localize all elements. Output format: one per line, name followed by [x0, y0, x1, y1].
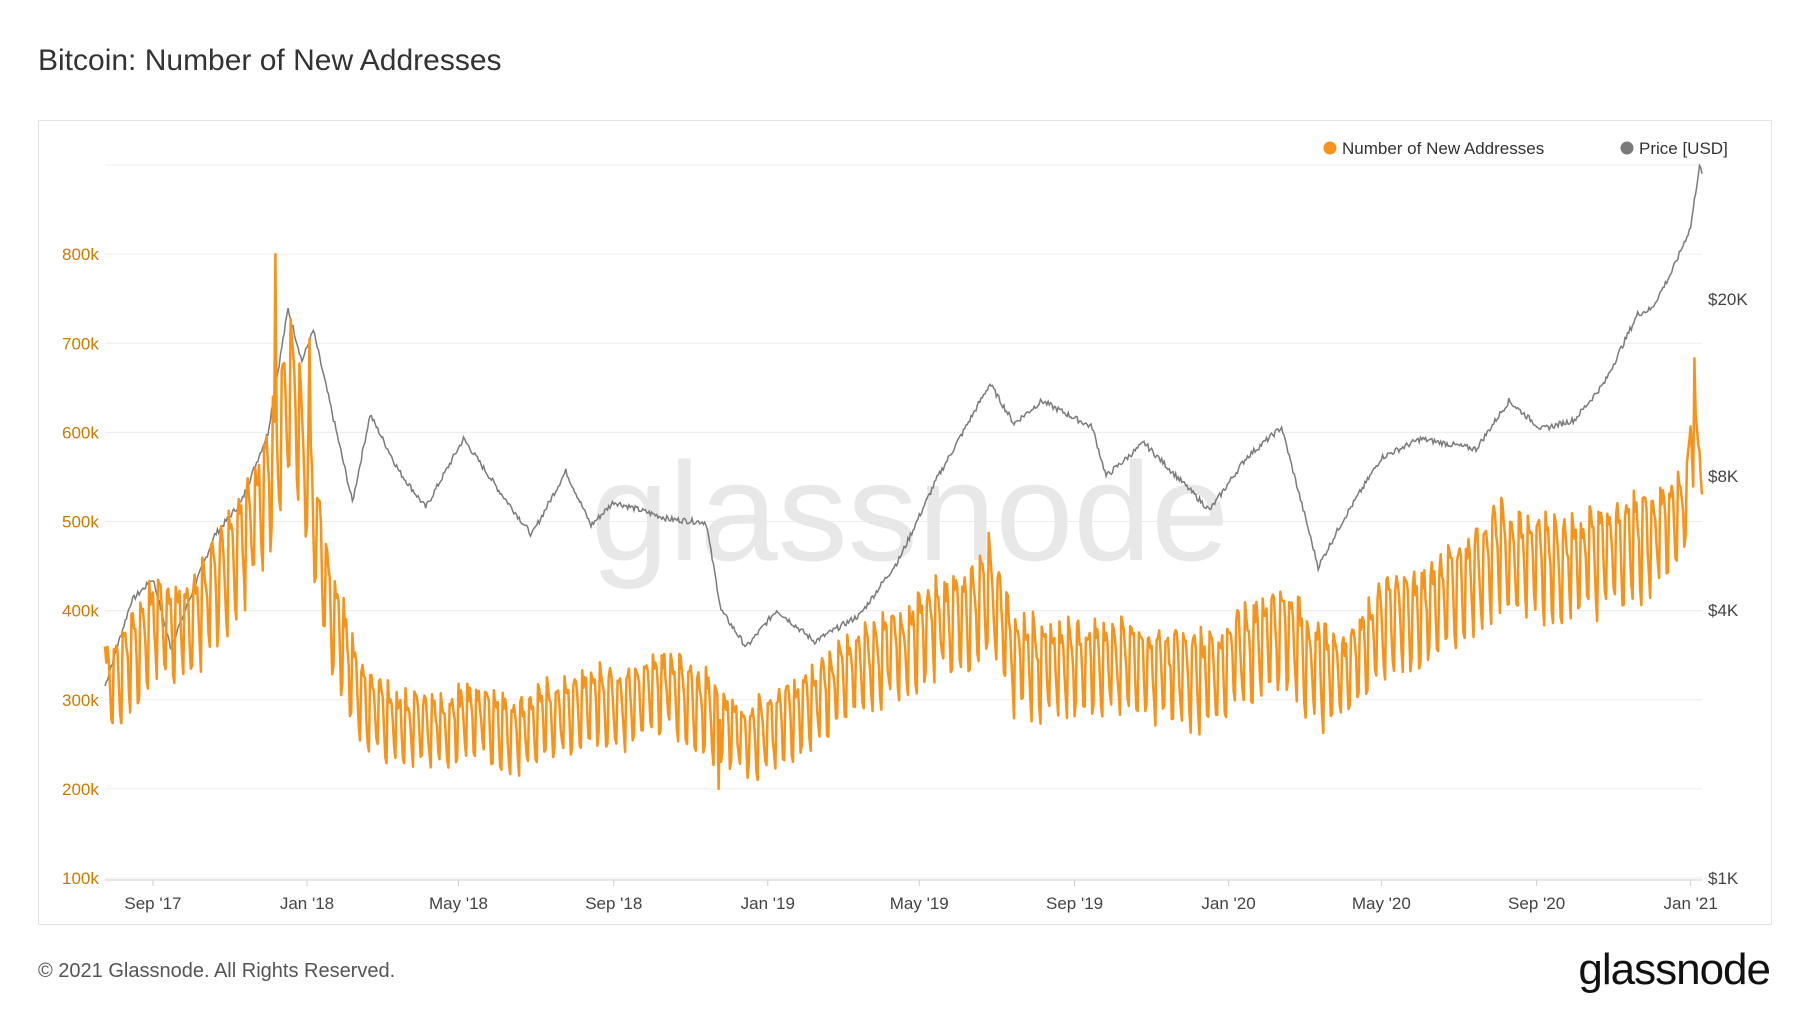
right-axis: $1K $4K $8K $20K	[1708, 290, 1748, 888]
legend-item-new-addresses[interactable]: Number of New Addresses	[1342, 139, 1544, 158]
left-axis-tick-label: 200k	[62, 780, 99, 799]
page-title: Bitcoin: Number of New Addresses	[38, 44, 502, 77]
x-axis-tick-label: Sep '20	[1508, 894, 1565, 913]
left-axis-tick-label: 700k	[62, 334, 99, 353]
x-axis-tick-label: May '18	[429, 894, 488, 913]
x-axis: Sep '17 Jan '18 May '18 Sep '18 Jan '19 May '…	[124, 880, 1718, 913]
left-axis-tick-label: 500k	[62, 513, 99, 532]
right-axis-tick-label: $4K	[1708, 601, 1739, 620]
x-axis-tick-label: Sep '17	[124, 894, 181, 913]
x-axis-tick-label: Sep '18	[585, 894, 642, 913]
legend: Number of New Addresses Price [USD]	[1323, 139, 1728, 158]
series-line-price	[104, 163, 1703, 687]
right-axis-tick-label: $8K	[1708, 467, 1739, 486]
chart-frame	[38, 120, 1772, 925]
chart-grid	[105, 164, 1702, 881]
right-axis-tick-label: $20K	[1708, 290, 1748, 309]
x-axis-tick-label: Jan '21	[1663, 894, 1717, 913]
legend-item-price[interactable]: Price [USD]	[1639, 139, 1728, 158]
watermark: glassnode	[591, 433, 1229, 590]
x-axis-tick-label: Jan '18	[280, 894, 334, 913]
x-axis-tick-label: Jan '19	[741, 894, 795, 913]
left-axis-tick-label: 600k	[62, 423, 99, 442]
x-axis-tick-label: May '19	[890, 894, 949, 913]
x-axis-tick-label: May '20	[1352, 894, 1411, 913]
legend-marker	[1323, 141, 1337, 155]
left-axis-tick-label: 800k	[62, 245, 99, 264]
left-axis-tick-label: 100k	[62, 869, 99, 888]
right-axis-tick-label: $1K	[1708, 869, 1739, 888]
left-axis-tick-label: 300k	[62, 691, 99, 710]
x-axis-tick-label: Sep '19	[1046, 894, 1103, 913]
x-axis-tick-label: Jan '20	[1201, 894, 1255, 913]
copyright-footer: © 2021 Glassnode. All Rights Reserved.	[38, 960, 396, 982]
legend-marker	[1620, 141, 1634, 155]
series-line-new-addresses	[103, 252, 1704, 791]
brand-logo: glassnode	[1578, 945, 1771, 994]
left-axis: 100k 200k 300k 400k 500k 600k 700k 800k	[62, 245, 99, 888]
left-axis-tick-label: 400k	[62, 602, 99, 621]
series-layer	[103, 163, 1704, 791]
